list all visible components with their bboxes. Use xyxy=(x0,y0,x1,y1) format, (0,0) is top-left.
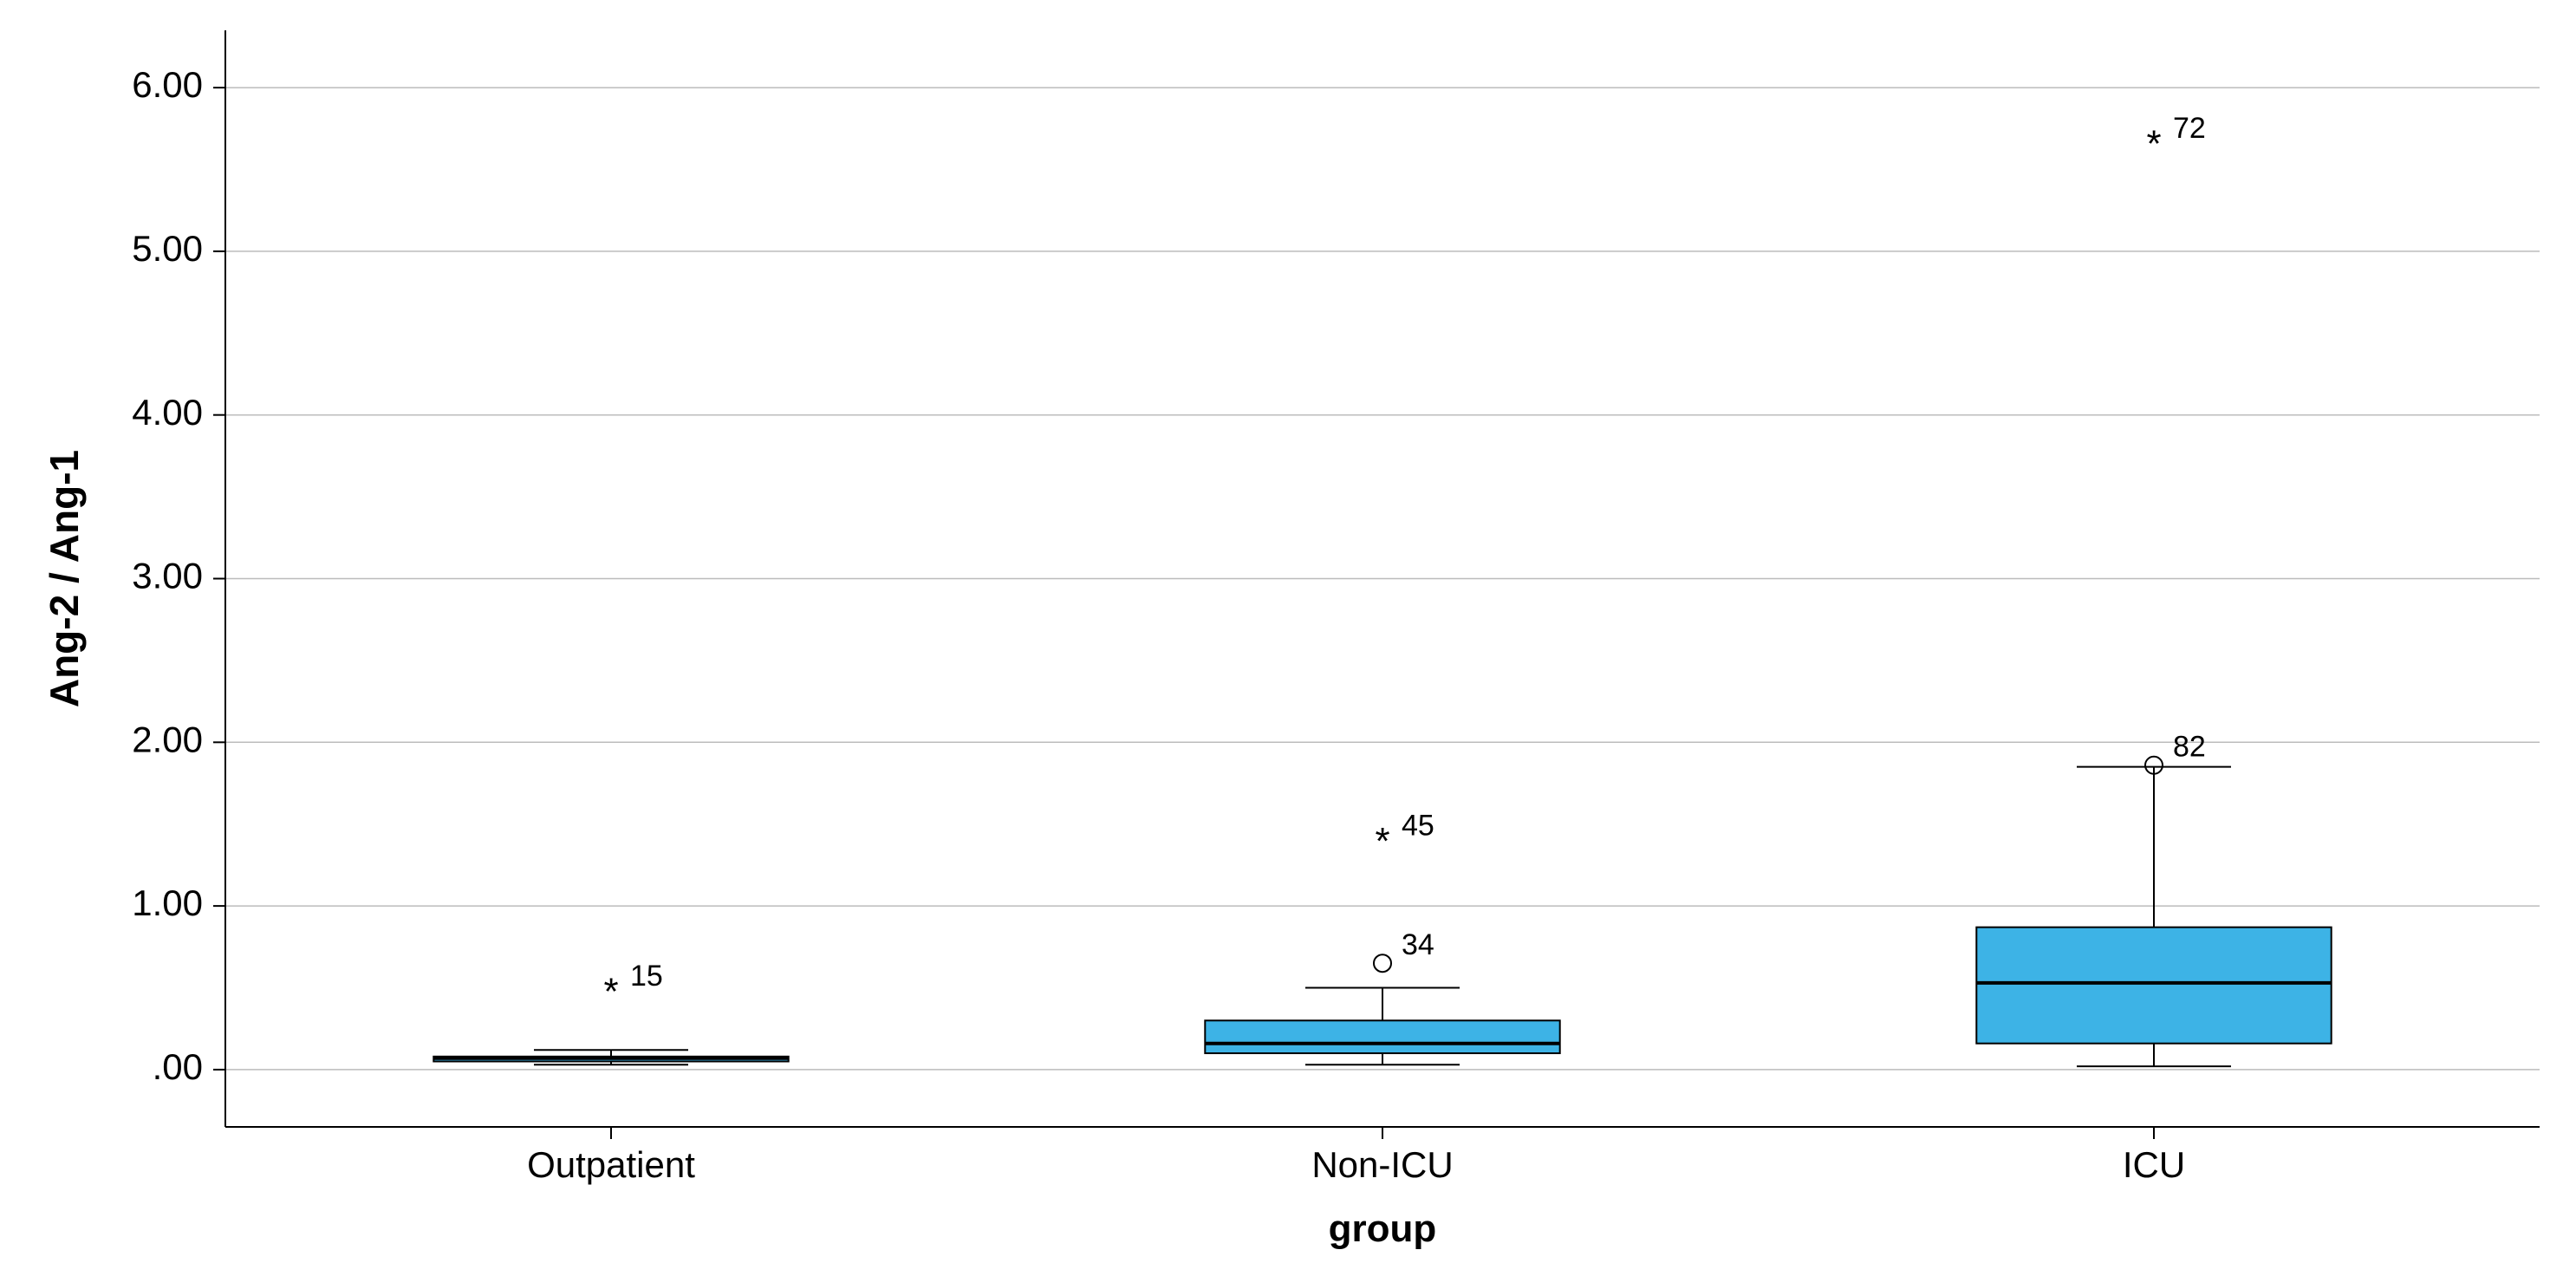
outlier-star-icon: * xyxy=(1375,820,1389,863)
outlier-label: 45 xyxy=(1402,809,1434,842)
x-tick-label: Outpatient xyxy=(527,1144,695,1185)
box xyxy=(1205,1020,1559,1053)
outlier-label: 15 xyxy=(630,960,663,993)
x-tick-label: ICU xyxy=(2123,1144,2185,1185)
y-tick-label: 6.00 xyxy=(132,64,203,105)
y-tick-label: 1.00 xyxy=(132,882,203,923)
outlier-label: 82 xyxy=(2173,731,2206,764)
x-axis-label: group xyxy=(1329,1208,1437,1250)
chart-container: .00 1.00 2.00 3.00 4.00 5.00 6.00 Outpatient Non… xyxy=(0,0,2576,1276)
x-tick-label: Non-ICU xyxy=(1311,1144,1453,1185)
y-tick-label: 4.00 xyxy=(132,392,203,433)
outlier-label: 34 xyxy=(1402,928,1434,961)
box xyxy=(1976,928,2331,1044)
y-tick-label: 5.00 xyxy=(132,228,203,269)
outlier-star-icon: * xyxy=(603,971,618,1013)
outlier-star-icon: * xyxy=(2146,123,2161,166)
boxplot-svg: .00 1.00 2.00 3.00 4.00 5.00 6.00 Outpatient Non… xyxy=(0,0,2576,1276)
y-tick-label: 3.00 xyxy=(132,556,203,596)
y-axis-label: Ang-2 / Ang-1 xyxy=(42,450,87,707)
y-tick-label: 2.00 xyxy=(132,719,203,759)
y-tick-label: .00 xyxy=(153,1046,203,1087)
outlier-label: 72 xyxy=(2173,112,2206,145)
